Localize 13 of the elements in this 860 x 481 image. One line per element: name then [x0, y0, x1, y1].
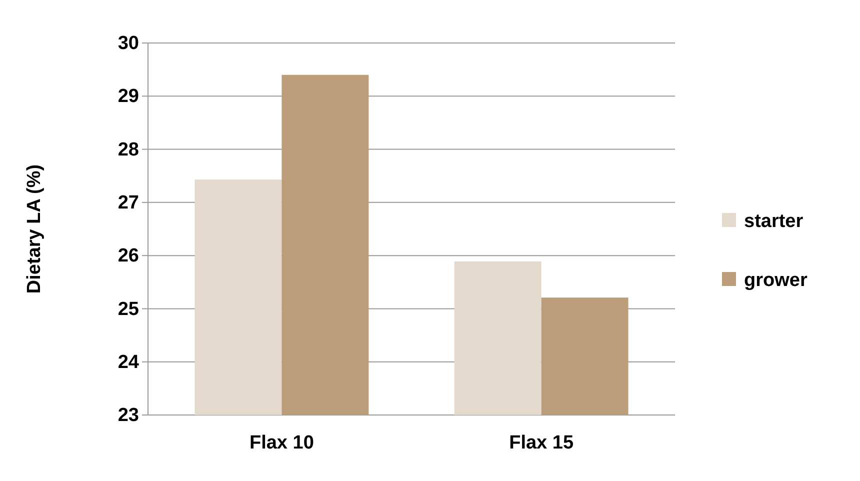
y-tick-label: 24: [118, 352, 140, 373]
x-tick-label: Flax 10: [249, 432, 314, 454]
y-axis-title: Dietary LA (%): [24, 164, 45, 294]
legend-label: starter: [744, 211, 804, 232]
y-tick-label: 25: [118, 298, 140, 320]
y-tick-label: 28: [118, 139, 139, 160]
y-tick-label: 27: [118, 192, 139, 214]
y-tick-label: 26: [118, 246, 139, 267]
y-tick-label: 29: [118, 86, 139, 108]
y-tick-label: 30: [118, 33, 139, 54]
legend-label: grower: [744, 270, 808, 291]
x-tick-label: Flax 15: [509, 432, 574, 454]
y-tick-label: 23: [118, 405, 139, 426]
